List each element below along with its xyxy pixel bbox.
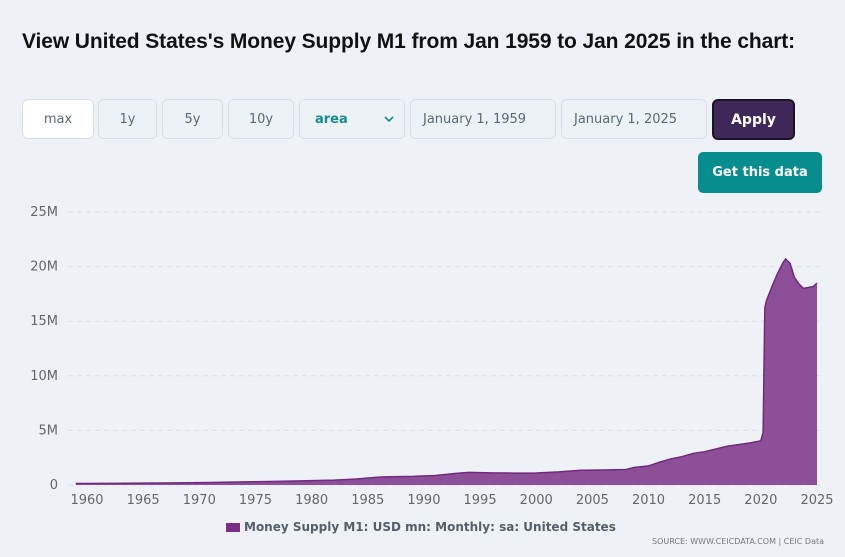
y-tick-label: 20M [30,260,58,275]
x-axis-ticks: 1960 1965 1970 1975 1980 1985 1990 1995 2000 2005… [70,493,833,508]
x-tick-label: 2015 [688,493,721,508]
x-tick-label: 2005 [576,493,609,508]
grid-lines [68,211,822,486]
y-axis-ticks: 0 5M 10M 15M 20M 25M [30,205,58,493]
chevron-down-icon [384,113,394,126]
x-tick-label: 1960 [70,493,103,508]
source-credit: SOURCE: WWW.CEICDATA.COM | CEIC Data [652,537,825,546]
x-tick-label: 1985 [351,493,384,508]
chart-type-value: area [315,111,348,127]
series-line [75,257,818,485]
range-10y-button[interactable]: 10y [228,99,294,139]
page-title: View United States's Money Supply M1 fro… [22,30,796,53]
legend[interactable]: Money Supply M1: USD mn: Monthly: sa: Un… [226,520,616,534]
series-area [75,259,818,485]
x-tick-label: 2010 [632,493,665,508]
end-date-input[interactable]: January 1, 2025 [561,99,707,139]
y-tick-label: 25M [30,205,58,220]
legend-swatch [226,522,240,532]
range-max-button[interactable]: max [22,99,94,139]
x-tick-label: 1990 [407,493,440,508]
y-tick-label: 15M [30,314,58,329]
x-tick-label: 1965 [127,493,160,508]
range-5y-button[interactable]: 5y [162,99,223,139]
x-tick-label: 2020 [744,493,777,508]
start-date-input[interactable]: January 1, 1959 [410,99,556,139]
x-tick-label: 1980 [295,493,328,508]
y-tick-label: 10M [30,369,58,384]
chart-type-select[interactable]: area [299,99,405,139]
y-tick-label: 5M [39,423,59,438]
legend-label: Money Supply M1: USD mn: Monthly: sa: Un… [244,520,616,534]
x-tick-label: 1975 [239,493,272,508]
x-tick-label: 2000 [520,493,553,508]
y-tick-label: 0 [50,478,58,493]
x-tick-label: 1995 [464,493,497,508]
x-tick-label: 1970 [183,493,216,508]
range-1y-button[interactable]: 1y [98,99,157,139]
apply-button[interactable]: Apply [712,99,795,140]
get-data-button[interactable]: Get this data [698,152,822,193]
x-tick-label: 2025 [800,493,833,508]
